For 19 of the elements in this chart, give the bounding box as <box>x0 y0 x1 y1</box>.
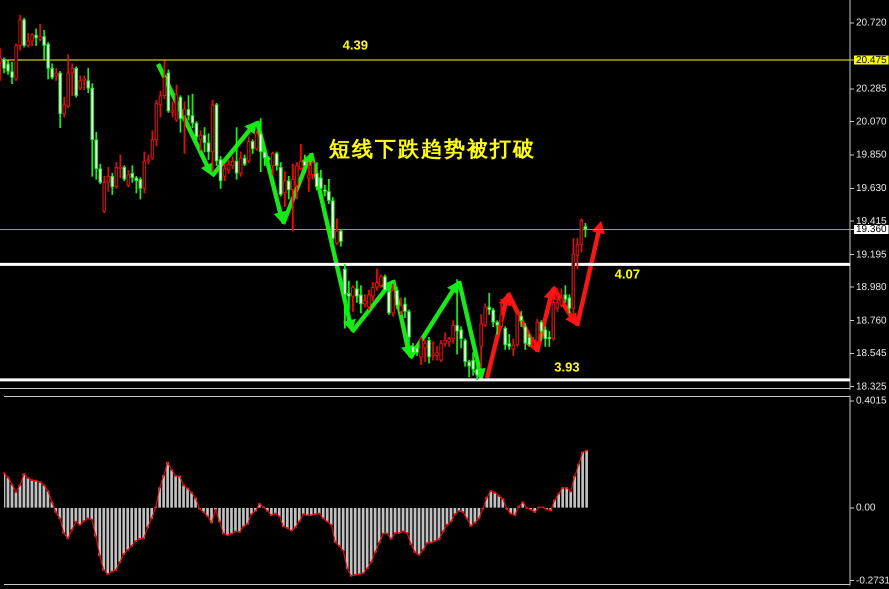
y-tick-label: 0.00 <box>856 502 876 514</box>
annotation: 4.39 <box>342 37 368 52</box>
y-tick-label: 19.195 <box>856 249 888 260</box>
y-tick-label: -0.2731 <box>856 575 889 586</box>
annotation: 短线下跌趋势被打破 <box>328 136 536 161</box>
y-tick-label: 18.980 <box>856 282 888 293</box>
annotation: 4.07 <box>614 266 640 282</box>
y-tick-label: 20.070 <box>856 116 888 128</box>
y-tick-label: 20.475 <box>856 54 888 66</box>
y-tick-label: 20.285 <box>856 84 888 95</box>
y-tick-label: 20.720 <box>856 18 888 29</box>
y-tick-label: 18.325 <box>856 381 888 392</box>
y-tick-label: 19.850 <box>856 150 888 161</box>
y-tick-label: 18.760 <box>856 315 888 326</box>
y-tick-label: 19.360 <box>856 224 888 236</box>
y-tick-label: 0.4015 <box>856 396 888 407</box>
y-tick-label: 18.545 <box>856 348 888 360</box>
annotation: 3.93 <box>554 360 580 375</box>
y-tick-label: 19.630 <box>856 183 888 194</box>
